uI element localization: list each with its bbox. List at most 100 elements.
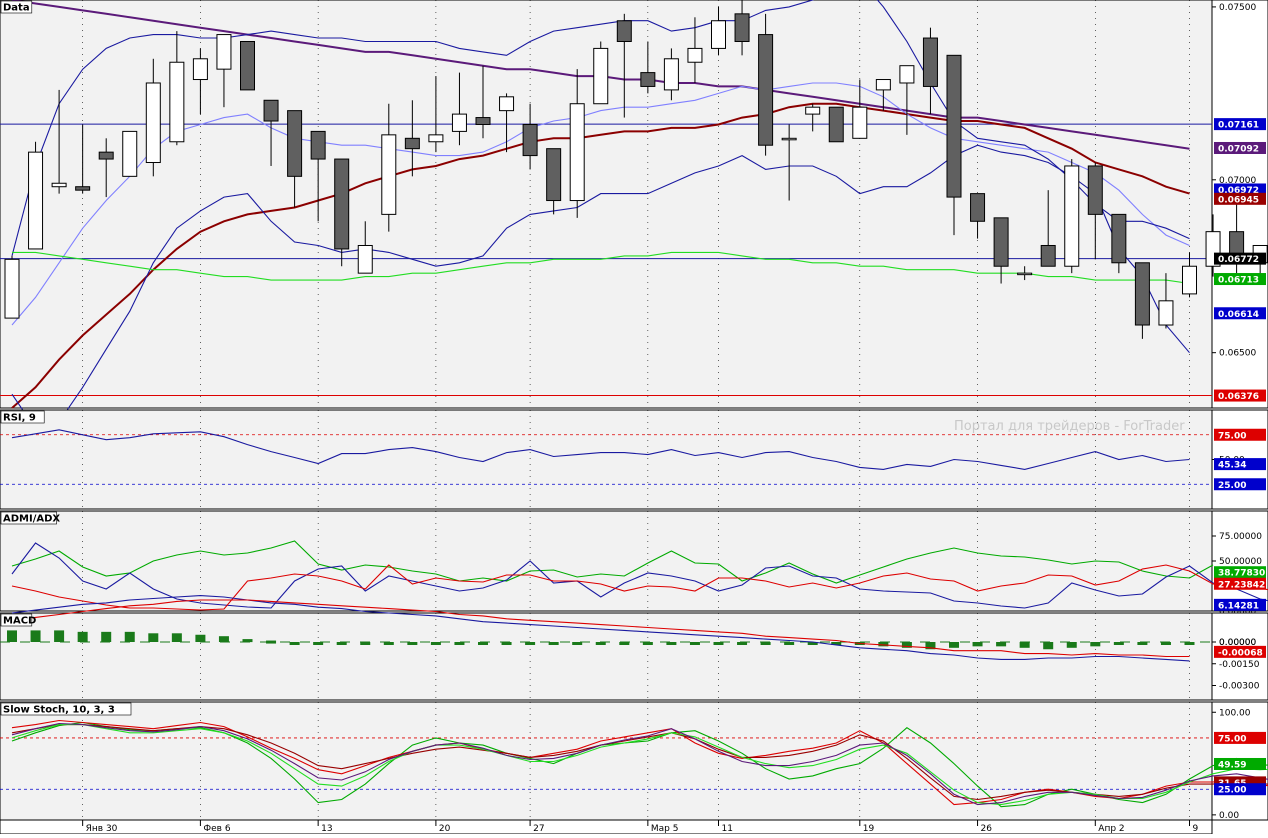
series-line-1 bbox=[11, 429, 1190, 470]
candle-body bbox=[758, 34, 774, 146]
value-tag-label: 49.59 bbox=[1218, 760, 1246, 770]
series-line-2 bbox=[11, 102, 1190, 409]
candle-body bbox=[1158, 300, 1174, 326]
histogram-bar bbox=[124, 631, 135, 642]
histogram-bar bbox=[77, 631, 88, 642]
candle-body bbox=[1182, 265, 1197, 295]
histogram-bar bbox=[548, 642, 559, 645]
candle bbox=[805, 103, 821, 132]
histogram-bar bbox=[407, 642, 418, 645]
candle bbox=[828, 106, 844, 143]
value-tag-label: 0.06376 bbox=[1218, 392, 1259, 402]
candle-body bbox=[51, 182, 67, 188]
pane-title: ADMI/ADX bbox=[3, 514, 60, 525]
candle-body bbox=[970, 193, 986, 222]
histogram-bar bbox=[1137, 642, 1148, 645]
value-tag bbox=[1214, 192, 1266, 205]
series-line-3 bbox=[11, 82, 1190, 326]
value-tag bbox=[1214, 307, 1266, 320]
candle bbox=[192, 48, 208, 115]
histogram-bar bbox=[642, 642, 653, 645]
candle bbox=[381, 103, 397, 232]
value-tag bbox=[1214, 757, 1266, 770]
histogram-bar bbox=[1184, 642, 1195, 645]
value-tag-label: 75.00 bbox=[1218, 431, 1246, 441]
x-tick-label: 11 bbox=[722, 824, 733, 834]
candle-body bbox=[899, 65, 915, 84]
histogram-bar bbox=[1043, 642, 1054, 650]
series-line-2 bbox=[11, 599, 1190, 658]
pane-1: 0.07500 0.07000 0.06500 0.07161 0.07092 0.069… bbox=[0, 0, 1268, 430]
candle-body bbox=[287, 110, 303, 177]
value-tag-label: 0.06713 bbox=[1218, 276, 1259, 286]
value-tag bbox=[1214, 389, 1266, 402]
series-line-4 bbox=[11, 0, 1190, 257]
histogram-bar bbox=[1066, 642, 1077, 648]
histogram-bar bbox=[430, 642, 441, 645]
candle bbox=[687, 17, 703, 83]
candle-body bbox=[475, 117, 491, 125]
pane-title-box bbox=[0, 410, 45, 424]
candle-body bbox=[240, 40, 255, 91]
candle bbox=[263, 99, 279, 166]
histogram-bar bbox=[242, 639, 253, 643]
candle bbox=[28, 141, 44, 250]
value-tag-label: 38.77830 bbox=[1218, 569, 1265, 579]
value-tag bbox=[1214, 598, 1266, 611]
value-tag-label: 0.06972 bbox=[1218, 186, 1259, 196]
candle bbox=[758, 13, 774, 156]
histogram-bar bbox=[383, 642, 394, 645]
candle bbox=[310, 130, 326, 222]
candle bbox=[852, 79, 868, 139]
candle-body bbox=[522, 123, 538, 157]
candle-body bbox=[404, 137, 420, 150]
histogram-bar bbox=[807, 642, 818, 645]
x-axis: Янв 30 Фев 6 13 20 27 Мар 5 11 19 26 Апр 2 9 bbox=[0, 819, 1213, 835]
candle bbox=[216, 34, 232, 108]
candle-body bbox=[1017, 272, 1033, 276]
series-line-5 bbox=[11, 144, 1190, 430]
y-tick-label: -0.00300 bbox=[1219, 682, 1260, 692]
histogram-bar bbox=[689, 642, 700, 645]
value-tag-label: 0.07161 bbox=[1218, 121, 1259, 131]
y-tick-label: 0.00 bbox=[1219, 811, 1239, 821]
histogram-bar bbox=[478, 642, 488, 645]
x-tick-label: 26 bbox=[981, 824, 993, 834]
candle bbox=[1182, 252, 1197, 298]
candle-body bbox=[993, 217, 1009, 267]
y-tick-label: 0.00000 bbox=[1219, 638, 1256, 648]
candle-body bbox=[499, 96, 515, 112]
value-tag-label: 75.00 bbox=[1218, 734, 1246, 744]
pane-title: MACD bbox=[3, 616, 36, 627]
histogram-bar bbox=[949, 642, 959, 648]
candle-body bbox=[75, 186, 91, 191]
value-tag-label: 6.14281 bbox=[1218, 601, 1259, 611]
histogram-bar bbox=[737, 642, 748, 645]
candle bbox=[899, 65, 915, 135]
histogram-bar bbox=[54, 630, 65, 642]
histogram-bar bbox=[760, 642, 771, 645]
candle-body bbox=[216, 34, 232, 70]
pane-title: Data bbox=[3, 3, 30, 14]
value-tag-label: -0.00068 bbox=[1218, 648, 1263, 658]
candle-body bbox=[734, 13, 750, 42]
candle-body bbox=[263, 99, 279, 122]
candle-body bbox=[852, 106, 868, 139]
candle bbox=[475, 65, 491, 139]
candle-body bbox=[828, 106, 844, 143]
candle bbox=[357, 221, 373, 274]
candle bbox=[499, 93, 515, 153]
candle-body bbox=[569, 103, 585, 202]
value-tag bbox=[1214, 183, 1266, 196]
histogram-bar bbox=[1090, 642, 1101, 647]
candle bbox=[451, 72, 467, 146]
candle bbox=[711, 6, 726, 56]
candle bbox=[640, 41, 656, 94]
histogram-bar bbox=[218, 636, 229, 642]
x-axis-bar bbox=[0, 819, 1213, 835]
candle bbox=[616, 13, 632, 118]
candle-body bbox=[593, 47, 609, 105]
histogram-bar bbox=[1113, 642, 1124, 645]
x-tick-label: Фев 6 bbox=[203, 824, 230, 834]
histogram-bar bbox=[525, 642, 536, 645]
